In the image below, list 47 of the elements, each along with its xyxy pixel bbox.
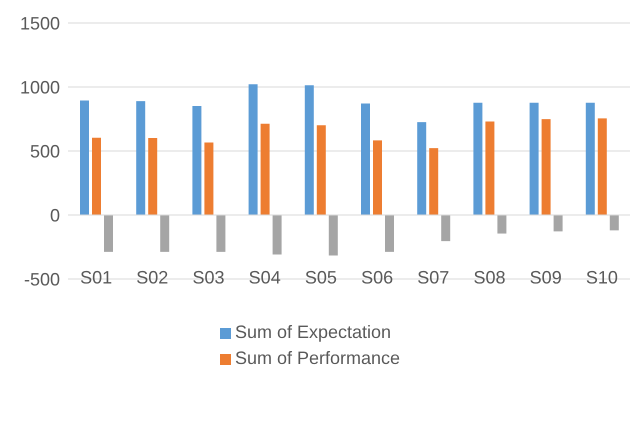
bar bbox=[497, 215, 506, 234]
bar bbox=[373, 140, 382, 215]
bar bbox=[586, 102, 595, 215]
y-tick-label: -500 bbox=[24, 269, 60, 290]
y-tick-label: 1500 bbox=[20, 13, 60, 34]
x-tick-label: S07 bbox=[417, 268, 450, 288]
x-tick-label: S08 bbox=[473, 268, 506, 288]
bar bbox=[192, 106, 202, 215]
bar bbox=[598, 118, 607, 215]
bar bbox=[554, 215, 563, 232]
bar bbox=[272, 215, 282, 255]
x-tick-label: S09 bbox=[530, 268, 562, 288]
bar bbox=[148, 138, 158, 215]
bar bbox=[417, 122, 426, 215]
x-tick-label: S05 bbox=[304, 268, 337, 288]
bar bbox=[316, 125, 326, 215]
y-tick-label: 500 bbox=[30, 141, 60, 162]
y-tick-label: 1000 bbox=[20, 77, 60, 98]
x-tick-label: S06 bbox=[361, 268, 394, 288]
bar bbox=[610, 215, 619, 230]
y-tick-label: 0 bbox=[50, 205, 60, 226]
legend-label: Sum of Performance bbox=[234, 348, 400, 368]
bar bbox=[204, 142, 214, 215]
bar bbox=[160, 215, 170, 252]
bar bbox=[328, 215, 338, 256]
bar bbox=[485, 122, 494, 215]
bar bbox=[248, 84, 258, 215]
bar bbox=[441, 215, 450, 242]
bar bbox=[80, 100, 89, 215]
x-tick-label: S04 bbox=[248, 268, 281, 288]
x-tick-label: S10 bbox=[586, 268, 618, 288]
bar bbox=[304, 85, 314, 215]
bar bbox=[361, 104, 370, 215]
bar bbox=[385, 215, 394, 252]
x-tick-label: S01 bbox=[80, 268, 112, 288]
legend-label: Sum of Expectation bbox=[234, 322, 392, 342]
bar bbox=[104, 215, 113, 252]
bar bbox=[473, 102, 482, 215]
bar bbox=[136, 101, 146, 215]
bar bbox=[542, 119, 551, 215]
x-tick-label: S03 bbox=[192, 268, 225, 288]
bar bbox=[260, 124, 270, 215]
x-tick-label: S02 bbox=[136, 268, 168, 288]
bar bbox=[530, 102, 539, 215]
bar bbox=[92, 138, 101, 215]
bar bbox=[216, 215, 226, 252]
bar bbox=[429, 148, 438, 215]
